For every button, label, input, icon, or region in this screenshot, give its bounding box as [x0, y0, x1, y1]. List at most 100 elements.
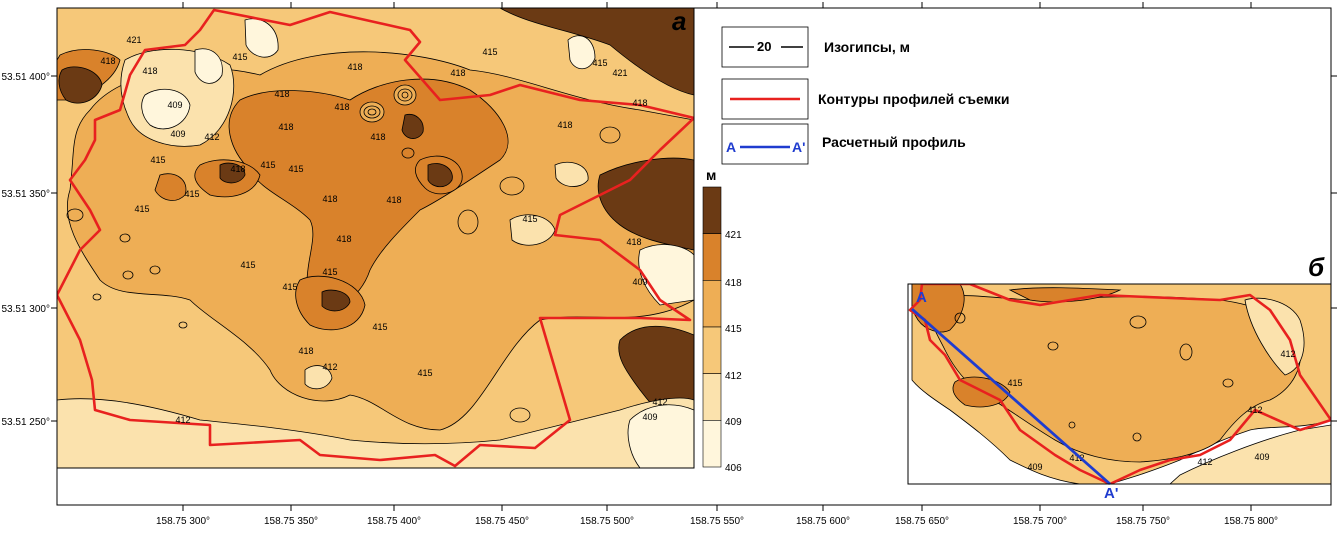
inset-contour-label: 415	[1007, 378, 1022, 388]
contour-label: 412	[204, 132, 219, 142]
elevation-zone-421	[58, 66, 103, 104]
contour-label: 415	[372, 322, 387, 332]
legend-survey-label: Контуры профилей съемки	[818, 91, 1010, 107]
legend-profile-end: A'	[792, 139, 805, 155]
contour-label: 415	[282, 282, 297, 292]
contour-label: 415	[150, 155, 165, 165]
contour-label: 409	[167, 100, 182, 110]
contour-label: 415	[184, 189, 199, 199]
contour-label: 418	[274, 89, 289, 99]
contour-label: 415	[417, 368, 432, 378]
elevation-zone-418	[154, 173, 187, 201]
contour-label: 418	[142, 66, 157, 76]
elevation-zone-406	[141, 88, 191, 130]
contour-label: 418	[298, 346, 313, 356]
legend-contour-label: Изогипсы, м	[824, 39, 910, 55]
colorbar-swatch	[702, 420, 722, 468]
contour-label: 418	[100, 56, 115, 66]
x-tick-label: 158.75 750°	[1116, 516, 1170, 527]
contour-label: 412	[652, 397, 667, 407]
contour-label: 412	[175, 415, 190, 425]
x-tick-label: 158.75 600°	[796, 516, 850, 527]
colorbar-swatch	[702, 373, 722, 421]
profile-label-start: A	[916, 289, 927, 306]
legend-profile-box	[721, 123, 809, 165]
inset-contour-label: 409	[1254, 452, 1269, 462]
contour-label: 418	[336, 234, 351, 244]
elevation-zone-418	[228, 78, 509, 309]
elevation-zone-406	[194, 48, 223, 84]
contour-label: 418	[230, 164, 245, 174]
main-panel-letter: а	[672, 6, 686, 36]
x-tick-label: 158.75 700°	[1013, 516, 1067, 527]
colorbar-tick-label: 409	[725, 417, 742, 428]
inset-contour-label: 409	[1027, 462, 1042, 472]
y-tick-label: 53.51 250°	[2, 417, 51, 428]
y-tick-label: 53.51 400°	[2, 72, 51, 83]
x-tick-label: 158.75 350°	[264, 516, 318, 527]
y-tick-label: 53.51 350°	[2, 189, 51, 200]
calc-profile-line	[911, 307, 1111, 486]
legend-contour-sample: 20	[757, 39, 771, 54]
elevation-zone-409	[304, 365, 333, 390]
survey-contour-inset	[908, 284, 1331, 484]
profile-label-end: A'	[1104, 485, 1118, 502]
contour-label: 415	[482, 47, 497, 57]
inset-contour-label: 412	[1247, 405, 1262, 415]
elevation-zone-421	[321, 289, 351, 312]
legend-profile-label: Расчетный профиль	[822, 134, 966, 150]
contour-label: 415	[322, 267, 337, 277]
contour-label: 421	[126, 35, 141, 45]
contour-label: 418	[557, 120, 572, 130]
contour-label: 415	[232, 52, 247, 62]
colorbar-tick-label: 406	[725, 463, 742, 474]
elevation-zone-409	[57, 397, 694, 468]
contour-label: 415	[134, 204, 149, 214]
inset-elevation-zone-409	[1169, 424, 1331, 484]
colorbar: м 421 418 415 412 409 406	[702, 167, 742, 474]
inset-panel-letter: б	[1308, 252, 1325, 282]
contour-label: 418	[370, 132, 385, 142]
inset-small-contours	[954, 312, 1234, 442]
x-tick-label: 158.75 300°	[156, 516, 210, 527]
contour-label: 418	[278, 122, 293, 132]
small-contours	[66, 126, 621, 423]
contour-label: 421	[612, 68, 627, 78]
contour-label: 418	[334, 102, 349, 112]
colorbar-swatch	[702, 280, 722, 328]
elevation-zone-406	[627, 404, 694, 468]
hill-rings	[359, 84, 417, 123]
inset-contour-label: 412	[1197, 457, 1212, 467]
contour-label: 415	[240, 260, 255, 270]
contour-label: 415	[592, 58, 607, 68]
colorbar-tick-label: 421	[725, 230, 742, 241]
contour-label: 412	[322, 362, 337, 372]
colorbar-unit: м	[706, 167, 716, 183]
contour-label: 409	[642, 412, 657, 422]
contour-label: 415	[288, 164, 303, 174]
x-tick-label: 158.75 650°	[895, 516, 949, 527]
outer-frame	[56, 7, 1332, 506]
elevation-zone-406	[567, 35, 596, 70]
y-tick-label: 53.51 300°	[2, 304, 51, 315]
x-tick-label: 158.75 450°	[475, 516, 529, 527]
x-tick-label: 158.75 550°	[690, 516, 744, 527]
contour-label: 418	[386, 195, 401, 205]
legend-profile-start: A	[726, 139, 736, 155]
contour-label: 409	[632, 277, 647, 287]
inset-contour-label: 412	[1069, 453, 1084, 463]
colorbar-swatch	[702, 233, 722, 281]
x-tick-label: 158.75 500°	[580, 516, 634, 527]
colorbar-tick-label: 418	[725, 278, 742, 289]
x-tick-label: 158.75 800°	[1224, 516, 1278, 527]
colorbar-tick-label: 412	[725, 371, 742, 382]
elevation-zone-409	[554, 161, 589, 187]
elevation-zone-421	[219, 162, 246, 184]
inset-contour-labels: 415 412 409 412 412 409 412	[1007, 349, 1295, 472]
main-map: 418 418 421 409 415 418 415 418 415 421 418 418 418 4…	[57, 8, 694, 468]
inset-elevation-zone-409	[1244, 297, 1305, 376]
contour-label: 418	[347, 62, 362, 72]
colorbar-swatch	[702, 186, 722, 234]
